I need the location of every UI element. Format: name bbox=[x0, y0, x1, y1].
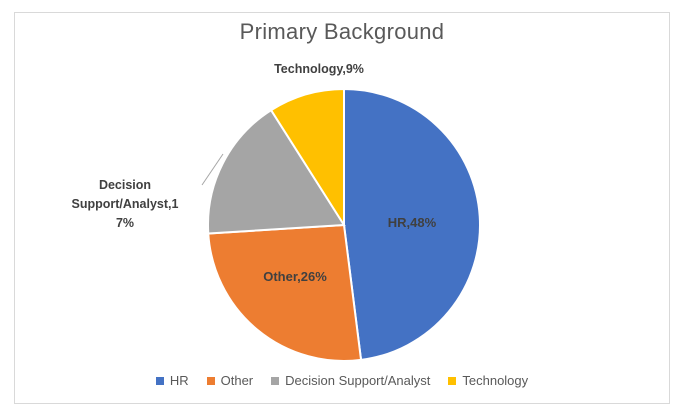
legend-swatch-hr bbox=[155, 376, 164, 385]
pie-slice-decision-support bbox=[207, 108, 346, 235]
pie-slice-other bbox=[207, 223, 363, 362]
chart-title: Primary Background bbox=[239, 19, 445, 44]
legend-label-decision-support: Decision Support/Analyst bbox=[285, 373, 431, 388]
pie-slice-hr bbox=[343, 87, 481, 362]
legend-item-technology: Technology bbox=[448, 373, 528, 388]
legend-label-other: Other bbox=[220, 373, 254, 388]
legend-label-technology: Technology bbox=[462, 373, 529, 388]
data-label-decision-support-line-3: 7% bbox=[116, 216, 134, 230]
data-label-other: Other,26% bbox=[263, 269, 327, 284]
pie-chart: HR,48% Other,26% Technology,9% Decision Supp… bbox=[72, 62, 481, 362]
legend-item-decision-support: Decision Support/Analyst bbox=[271, 373, 430, 388]
leader-line-decision-support bbox=[201, 153, 224, 186]
data-label-hr: HR,48% bbox=[388, 215, 437, 230]
data-label-decision-support-line-2: Support/Analyst,1 bbox=[72, 197, 179, 211]
data-label-technology: Technology,9% bbox=[274, 62, 364, 76]
legend-swatch-other bbox=[206, 376, 215, 385]
legend: HR Other Decision Support/Analyst Techno… bbox=[15, 373, 669, 388]
legend-swatch-decision-support bbox=[271, 376, 280, 385]
legend-swatch-technology bbox=[448, 376, 457, 385]
legend-label-hr: HR bbox=[169, 373, 189, 388]
pie-slice-technology bbox=[269, 87, 345, 229]
legend-item-other: Other bbox=[206, 373, 254, 388]
chart-frame: Primary Background HR,48% Other,26% Techno… bbox=[14, 12, 670, 404]
data-label-decision-support-line-1: Decision bbox=[99, 178, 151, 192]
legend-item-hr: HR bbox=[155, 373, 189, 388]
